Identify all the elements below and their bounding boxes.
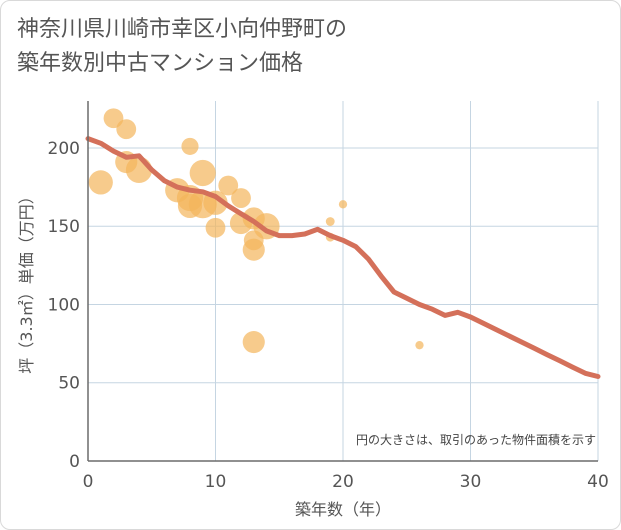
chart-title: 神奈川県川崎市幸区小向仲野町の 築年数別中古マンション価格: [17, 13, 347, 81]
bubble-point: [125, 156, 153, 183]
x-tick-label: 0: [83, 472, 94, 492]
trend-line-series: [85, 136, 601, 379]
bubble-size-note: 円の大きさは、取引のあった物件面積を示す: [356, 432, 596, 447]
grid-lines: [88, 101, 599, 461]
trend-line: [85, 136, 601, 379]
bubble-point: [325, 217, 335, 226]
bubble-point: [116, 119, 137, 140]
y-tick-label: 150: [48, 217, 80, 237]
y-tick-label: 50: [58, 374, 80, 394]
chart-title-line2: 築年数別中古マンション価格: [17, 51, 304, 76]
bubble-point: [181, 137, 199, 155]
x-tick-label: 10: [205, 472, 227, 492]
bubble-point: [218, 175, 239, 196]
bubble-point: [338, 200, 348, 209]
bubble-point: [189, 159, 216, 187]
bubble-point: [231, 188, 251, 208]
x-axis-label: 築年数（年）: [295, 500, 391, 519]
axes: [87, 101, 598, 462]
x-tick-label: 20: [332, 472, 354, 492]
tick-labels: 0 10 20 30 40 0 50 100 150 200: [48, 139, 609, 492]
y-tick-label: 0: [69, 452, 80, 472]
bubble-series: [88, 108, 424, 354]
chart-title-line1: 神奈川県川崎市幸区小向仲野町の: [17, 17, 348, 42]
bubble-point: [205, 217, 226, 238]
x-tick-label: 40: [587, 472, 609, 492]
y-tick-label: 100: [48, 295, 80, 315]
bubble-point: [242, 330, 265, 354]
bubble-point: [415, 341, 424, 350]
y-tick-label: 200: [48, 139, 80, 159]
y-axis-label: 坪（3.3㎡）単価（万円）: [17, 188, 36, 373]
bubble-point: [88, 170, 113, 195]
x-tick-label: 30: [460, 472, 482, 492]
bubble-point: [242, 238, 265, 261]
